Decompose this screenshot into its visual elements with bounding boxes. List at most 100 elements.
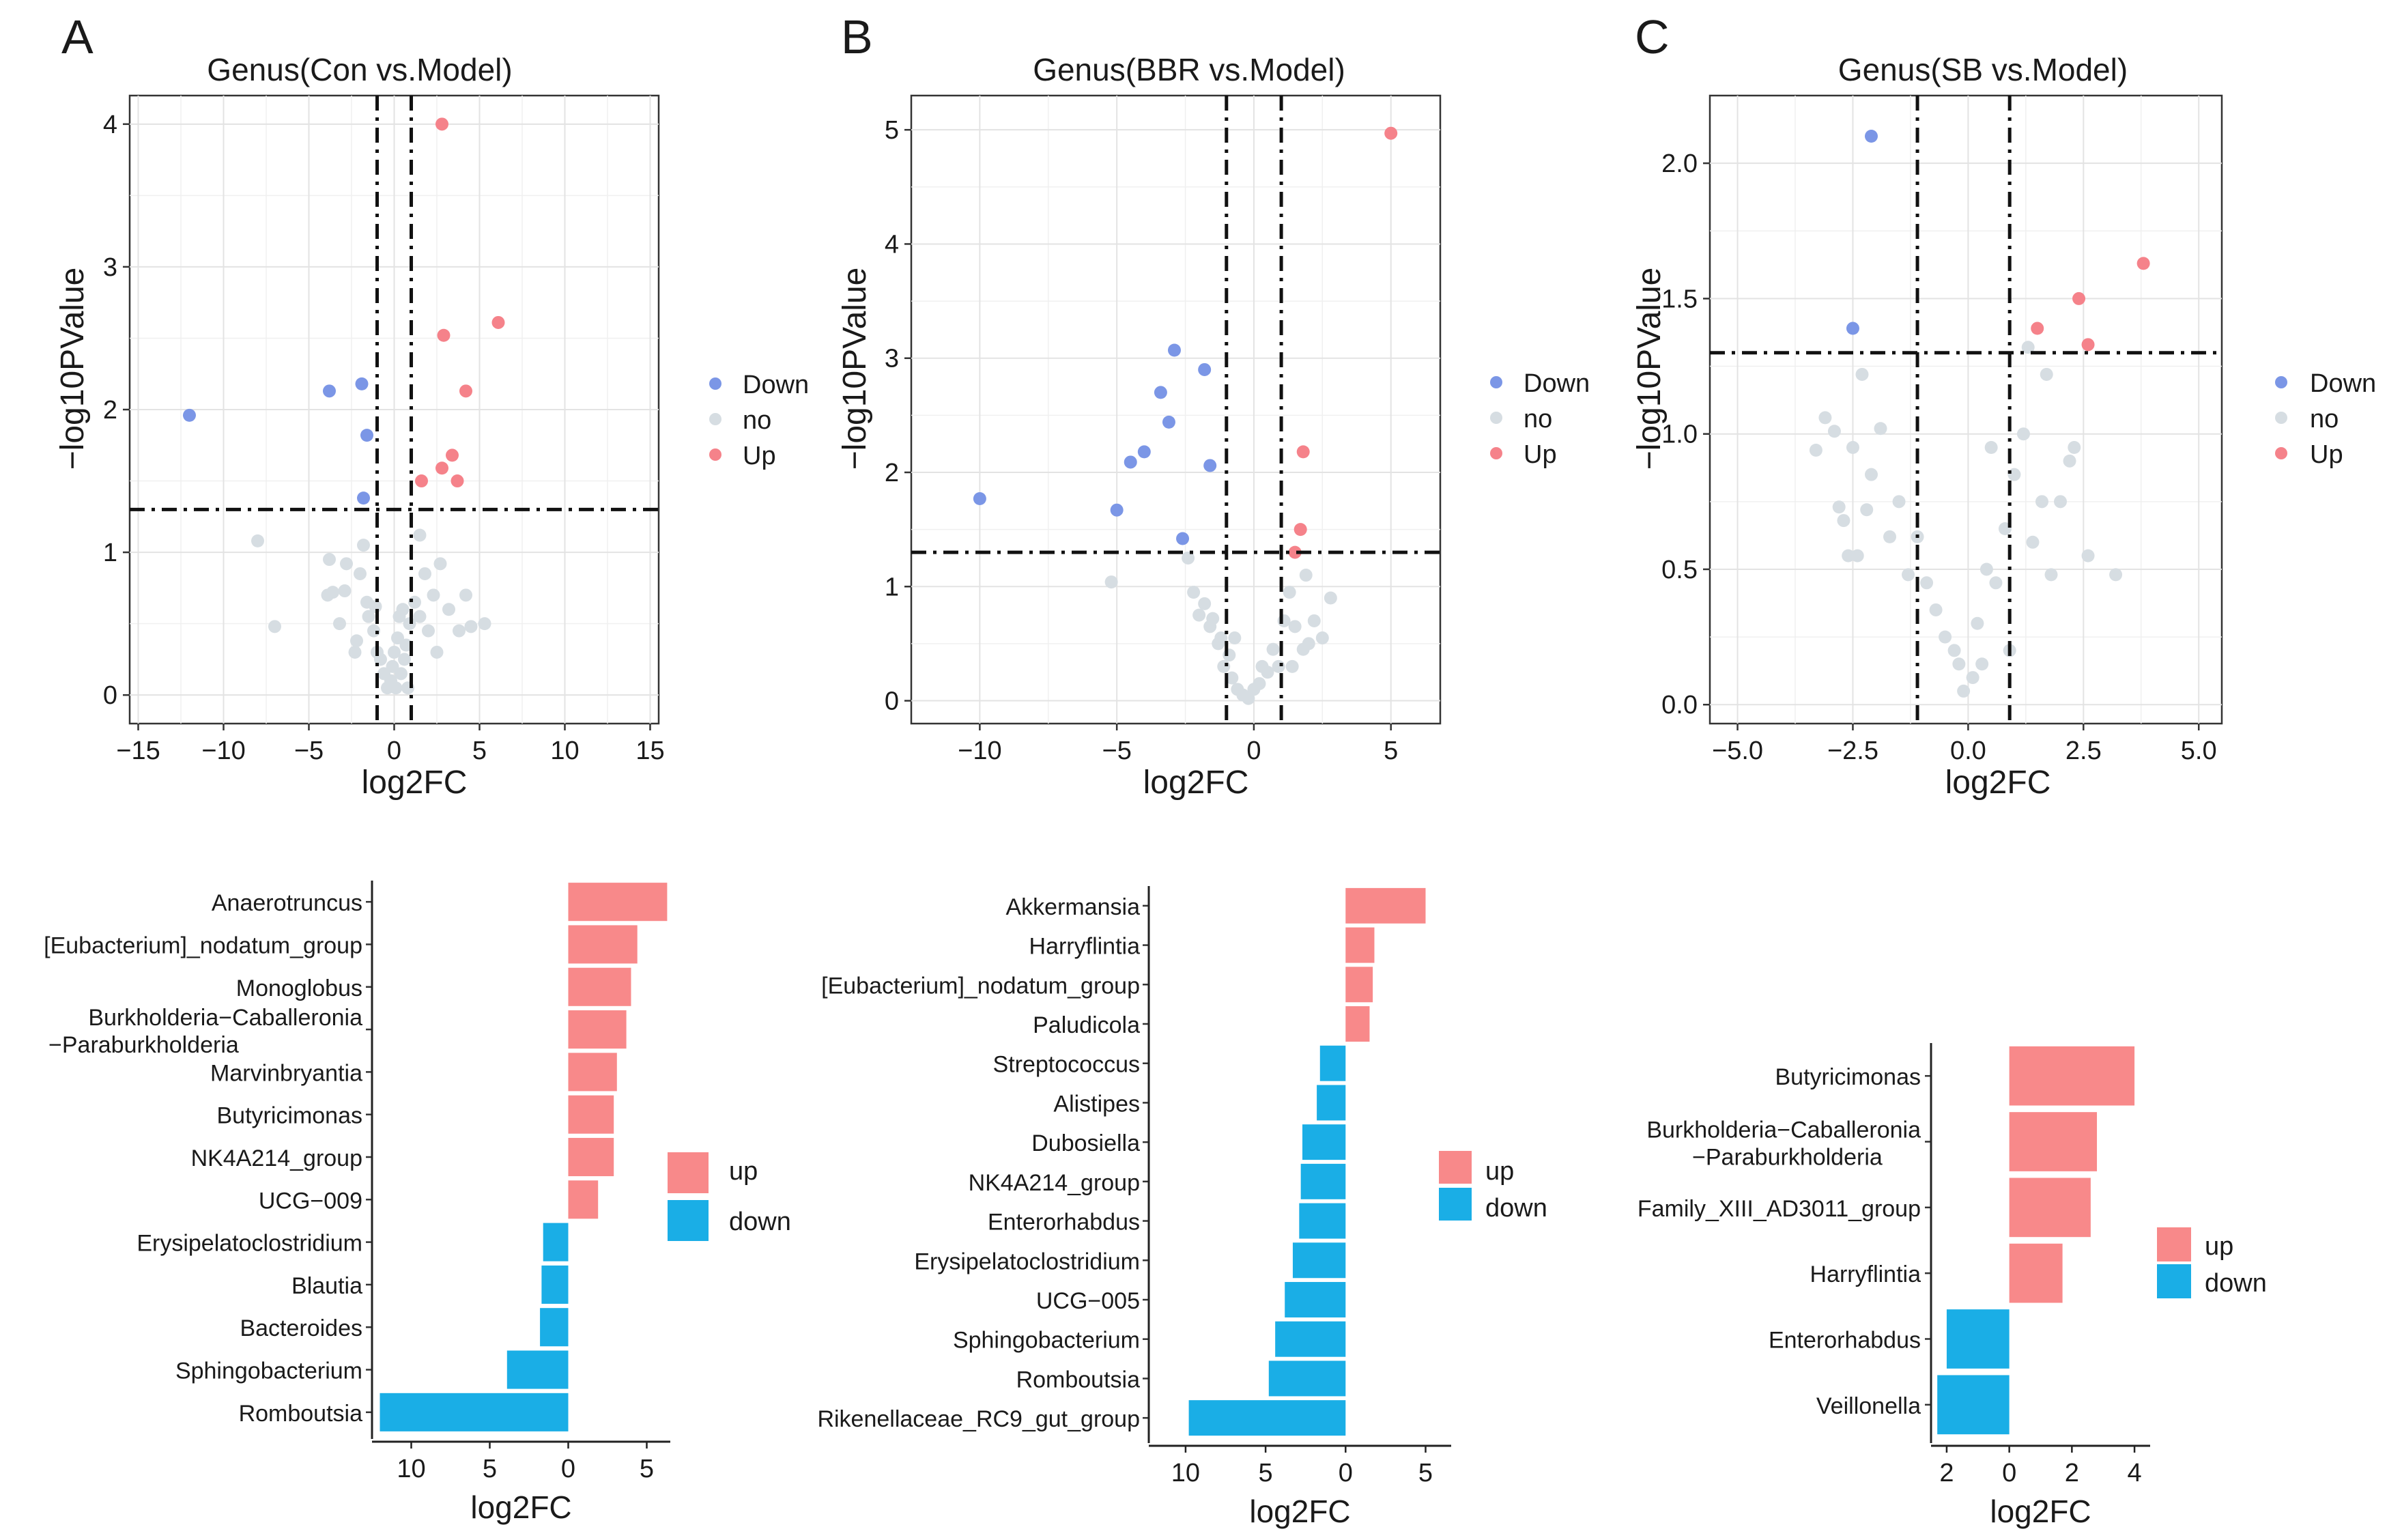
- point-no: [357, 539, 370, 552]
- legend-dot-no: [709, 413, 721, 425]
- panel-letter-a: A: [61, 10, 94, 63]
- x-tick-label: 5.0: [2181, 737, 2217, 765]
- point-up: [446, 448, 459, 462]
- point-no: [1892, 495, 1906, 509]
- x-tick-label: 5: [640, 1455, 654, 1483]
- legend-label-down: Down: [743, 371, 809, 399]
- bars-a-legend: up down: [668, 1152, 791, 1241]
- point-no: [1827, 425, 1841, 438]
- point-down: [1162, 415, 1175, 429]
- x-tick-label: 5: [1418, 1459, 1433, 1487]
- legend-label-no: no: [743, 406, 771, 435]
- point-up: [1296, 445, 1310, 459]
- point-up: [435, 461, 448, 475]
- point-no: [1929, 603, 1943, 616]
- point-no: [433, 557, 447, 571]
- point-no: [1975, 657, 1989, 671]
- x-tick-label: 5: [1259, 1459, 1273, 1487]
- legend-dot-no: [2275, 412, 2287, 424]
- legend-label-down: down: [1485, 1194, 1547, 1223]
- point-no: [1307, 614, 1321, 627]
- legend-label-no: no: [2310, 405, 2339, 433]
- legend-dot-down: [709, 377, 721, 390]
- category-label: Butyricimonas: [1775, 1064, 1921, 1090]
- bar: [541, 1265, 569, 1304]
- point-no: [1206, 612, 1220, 625]
- point-no: [391, 631, 404, 645]
- category-label: Burkholderia−Caballeronia −Paraburkholder…: [48, 1005, 362, 1058]
- point-down: [1110, 503, 1124, 517]
- point-no: [1315, 631, 1329, 645]
- bars-c-legend: up down: [2157, 1227, 2267, 1298]
- point-no: [1989, 576, 2003, 590]
- legend-swatch-down: [668, 1200, 709, 1241]
- point-up: [2031, 322, 2044, 335]
- category-label: Dubosiella: [1031, 1130, 1140, 1156]
- x-axis-title: log2FC: [470, 1489, 571, 1525]
- category-label: Romboutsia: [1016, 1367, 1141, 1393]
- x-tick-label: 2.5: [2066, 737, 2102, 765]
- point-no: [1223, 648, 1236, 662]
- category-label: NK4A214_group: [191, 1145, 362, 1171]
- y-tick-label: 0: [885, 687, 899, 716]
- point-no: [418, 567, 431, 580]
- legend-label-down: down: [2205, 1269, 2267, 1298]
- point-down: [973, 491, 986, 505]
- point-up: [491, 315, 505, 329]
- point-up: [435, 117, 448, 131]
- bar-chart-a: Anaerotruncus [Eubacterium]_nodatum_group…: [44, 881, 670, 1525]
- point-no: [251, 534, 264, 547]
- x-axis-title: log2FC: [1990, 1494, 2091, 1529]
- volcano-c: −5.0 −2.5 0.0 2.5 5.0 0.0 0.5 1.0 1.5 2.0: [1661, 94, 2223, 765]
- legend-label-down: down: [729, 1208, 791, 1236]
- bar: [1275, 1321, 1346, 1357]
- point-no: [2035, 495, 2048, 509]
- y-tick-label: 5: [885, 116, 899, 145]
- legend-label-up: Up: [1524, 440, 1557, 469]
- point-no: [2040, 367, 2053, 381]
- category-label: Family_XIII_AD3011_group: [1638, 1196, 1921, 1222]
- point-no: [395, 667, 408, 681]
- category-label: Romboutsia: [239, 1401, 363, 1427]
- point-no: [1285, 659, 1299, 673]
- x-tick-label: 5: [472, 737, 487, 765]
- bar-chart-b: Akkermansia Harryflintia [Eubacterium]_nod…: [817, 886, 1451, 1529]
- volcano-c-title: Genus(SB vs.Model): [1838, 52, 2128, 87]
- y-tick-label: 1.5: [1661, 285, 1698, 313]
- legend-label-no: no: [1524, 405, 1552, 433]
- bar: [1268, 1360, 1346, 1397]
- bar-chart-c: Butyricimonas Burkholderia−Caballeronia −P…: [1638, 1043, 2150, 1529]
- category-label: NK4A214_group: [969, 1170, 1140, 1196]
- point-no: [1818, 411, 1832, 425]
- point-down: [1124, 455, 1137, 469]
- bar: [1299, 1203, 1346, 1239]
- point-no: [333, 617, 346, 631]
- x-tick-label: −15: [116, 737, 160, 765]
- point-down: [1864, 129, 1878, 143]
- point-no: [1302, 637, 1315, 651]
- point-no: [2068, 441, 2081, 455]
- x-tick-label: 10: [397, 1455, 425, 1483]
- point-no: [323, 553, 336, 567]
- x-tick-label: 10: [1171, 1459, 1200, 1487]
- point-down: [1203, 459, 1217, 472]
- point-no: [1939, 630, 1952, 644]
- bar: [568, 1180, 599, 1219]
- legend-label-up: up: [729, 1157, 758, 1186]
- legend-dot-up: [1490, 447, 1502, 459]
- y-tick-label: 3: [885, 345, 899, 373]
- x-tick-label: −10: [958, 737, 1001, 765]
- volcano-a-title: Genus(Con vs.Model): [207, 52, 512, 87]
- category-label: Anaerotruncus: [212, 890, 362, 916]
- point-no: [350, 634, 363, 648]
- point-no: [1966, 671, 1979, 685]
- y-tick-label: 3: [103, 253, 117, 282]
- y-tick-label: 2: [103, 396, 117, 425]
- point-no: [1971, 616, 1984, 630]
- point-down: [1137, 445, 1151, 459]
- legend-swatch-up: [2157, 1227, 2191, 1261]
- point-no: [362, 610, 375, 623]
- category-label: UCG−005: [1036, 1288, 1140, 1314]
- volcano-b: −10 −5 0 5 0 1 2 3 4 5: [885, 94, 1442, 765]
